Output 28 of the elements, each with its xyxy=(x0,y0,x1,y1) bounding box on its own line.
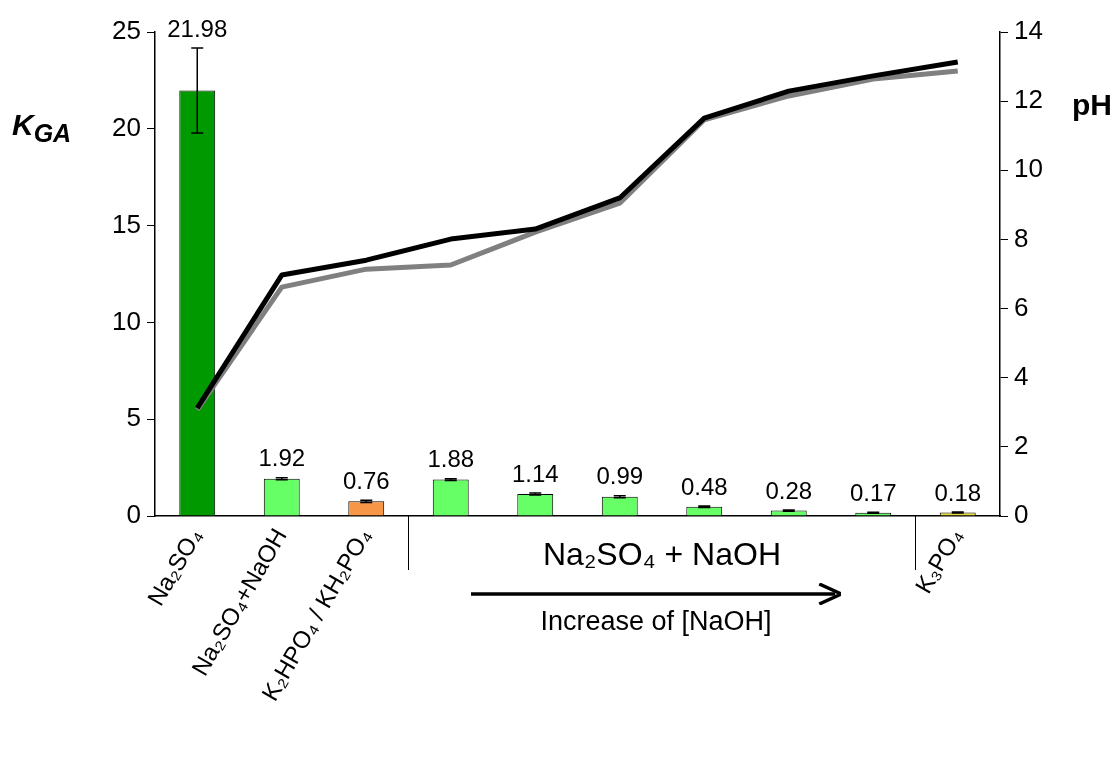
text: Na₂SO₄ + NaOH xyxy=(543,536,781,573)
data-label: 0.48 xyxy=(680,472,728,500)
y2-axis-title: pH xyxy=(1072,88,1112,122)
y2-tick-label: 14 xyxy=(1014,15,1043,46)
y-tick-label: 5 xyxy=(126,402,141,433)
data-label: 0.17 xyxy=(849,478,897,506)
data-label: 21.98 xyxy=(167,14,228,42)
y-axis-title: K$_{GA}$ xyxy=(12,108,72,148)
data-label: 0.28 xyxy=(765,476,813,504)
data-label: 0.18 xyxy=(934,478,982,506)
y-tick-label: 0 xyxy=(126,499,141,530)
data-label: 1.92 xyxy=(258,444,306,472)
y2-tick-label: 12 xyxy=(1014,84,1043,115)
y-tick-label: 25 xyxy=(112,15,141,46)
data-label: 0.76 xyxy=(342,466,390,494)
y2-tick-label: 10 xyxy=(1014,153,1043,184)
y2-tick-label: 4 xyxy=(1014,360,1029,391)
y-tick-label: 15 xyxy=(112,208,141,239)
y2-tick-label: 0 xyxy=(1014,499,1029,530)
y2-tick-label: 6 xyxy=(1014,291,1029,322)
y-tick-label: 20 xyxy=(112,111,141,142)
y-tick-label: 10 xyxy=(112,305,141,336)
data-label: 1.14 xyxy=(511,459,559,487)
data-label: 1.88 xyxy=(427,445,475,473)
y2-tick-label: 8 xyxy=(1014,222,1029,253)
y2-tick-label: 2 xyxy=(1014,430,1029,461)
data-label: 0.99 xyxy=(596,462,644,490)
text: Increase of [NaOH] xyxy=(540,606,772,637)
